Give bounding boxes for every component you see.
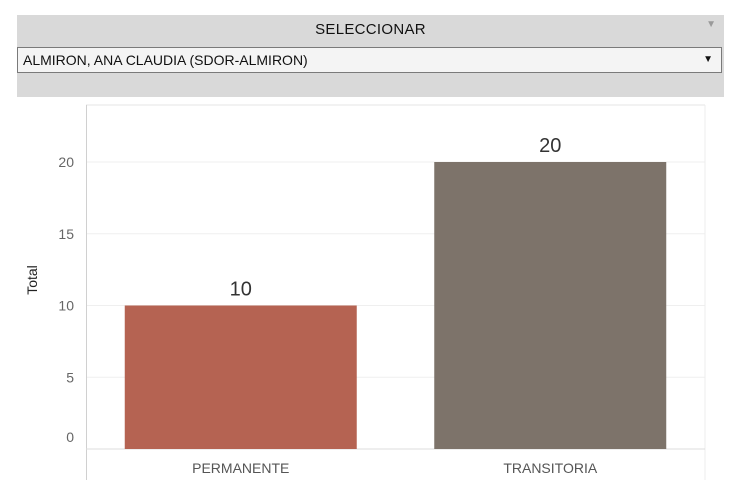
- data-label: 20: [539, 135, 561, 157]
- axis-layer: 0 5 10 15 20: [58, 104, 706, 480]
- x-tick-label: TRANSITORIA: [503, 460, 598, 476]
- filter-dropdown[interactable]: ALMIRON, ANA CLAUDIA (SDOR-ALMIRON) ▼: [17, 47, 722, 73]
- y-tick-label: 15: [58, 226, 74, 242]
- y-axis-title: Total: [24, 265, 40, 295]
- filter-title: SELECCIONAR: [315, 21, 426, 38]
- x-tick-label: PERMANENTE: [192, 460, 289, 476]
- filter-selected-value: ALMIRON, ANA CLAUDIA (SDOR-ALMIRON): [23, 52, 308, 68]
- bar-layer: [124, 162, 667, 450]
- chevron-down-icon[interactable]: ▼: [703, 54, 713, 65]
- bar[interactable]: [124, 305, 357, 450]
- y-tick-label: 0: [66, 429, 74, 445]
- y-tick-label: 20: [58, 154, 74, 170]
- y-tick-label: 5: [66, 369, 74, 385]
- label-layer: 10 PERMANENTE 20 TRANSITORIA: [192, 135, 598, 476]
- y-tick-label: 10: [58, 298, 74, 314]
- filter-panel: SELECCIONAR ▼ ALMIRON, ANA CLAUDIA (SDOR…: [17, 15, 724, 97]
- bar[interactable]: [434, 162, 667, 449]
- triangle-down-icon[interactable]: ▼: [706, 19, 716, 30]
- data-label: 10: [230, 279, 252, 301]
